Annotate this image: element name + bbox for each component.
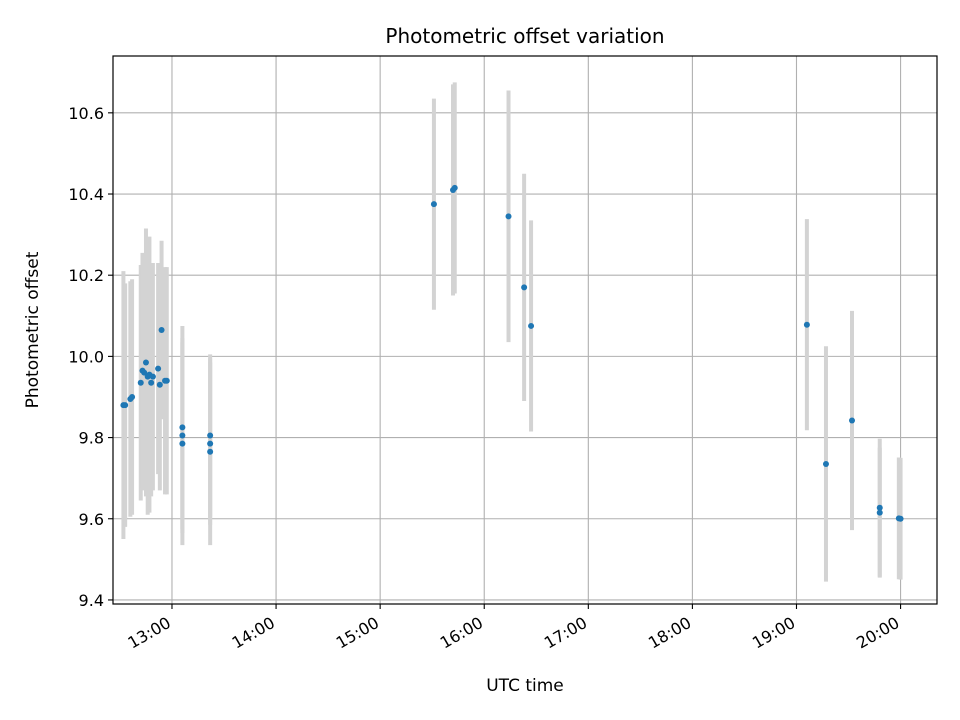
plot-frame [112, 55, 938, 605]
data-point [129, 393, 136, 400]
y-tick-label: 9.4 [79, 591, 104, 610]
y-tick-label: 9.8 [79, 429, 104, 448]
data-point [179, 440, 186, 447]
data-point [148, 379, 155, 386]
data-point [803, 321, 810, 328]
data-point [142, 359, 149, 366]
y-tick-label: 10.4 [68, 185, 104, 204]
data-point [876, 509, 883, 516]
y-axis-ticks: 9.4 9.6 9.8 10.0 10.2 10.4 10.6 [68, 104, 113, 610]
data-point [897, 515, 904, 522]
data-point [207, 440, 214, 447]
data-point [179, 424, 186, 431]
data-point [848, 417, 855, 424]
y-tick-label: 10.0 [68, 347, 104, 366]
data-point [822, 460, 829, 467]
data-point [528, 322, 535, 329]
data-point [137, 379, 144, 386]
data-point [207, 448, 214, 455]
data-point [158, 327, 165, 333]
data-point [430, 201, 437, 208]
data-point [451, 184, 458, 191]
data-point [141, 369, 148, 376]
y-tick-label: 10.2 [68, 266, 104, 285]
y-tick-label: 9.6 [79, 510, 104, 529]
data-point [149, 373, 156, 380]
data-point [179, 432, 186, 439]
data-point [521, 284, 528, 291]
x-axis-label: UTC time [486, 676, 564, 696]
data-points [120, 184, 904, 522]
data-point [122, 402, 129, 409]
data-point [207, 432, 214, 439]
chart-title: Photometric offset variation [385, 24, 664, 48]
y-axis-label: Photometric offset [23, 251, 43, 408]
data-point [876, 504, 883, 511]
data-point [155, 365, 162, 372]
data-point [505, 213, 512, 220]
data-point [156, 381, 163, 388]
data-point [163, 377, 170, 384]
y-tick-label: 10.6 [68, 104, 104, 123]
